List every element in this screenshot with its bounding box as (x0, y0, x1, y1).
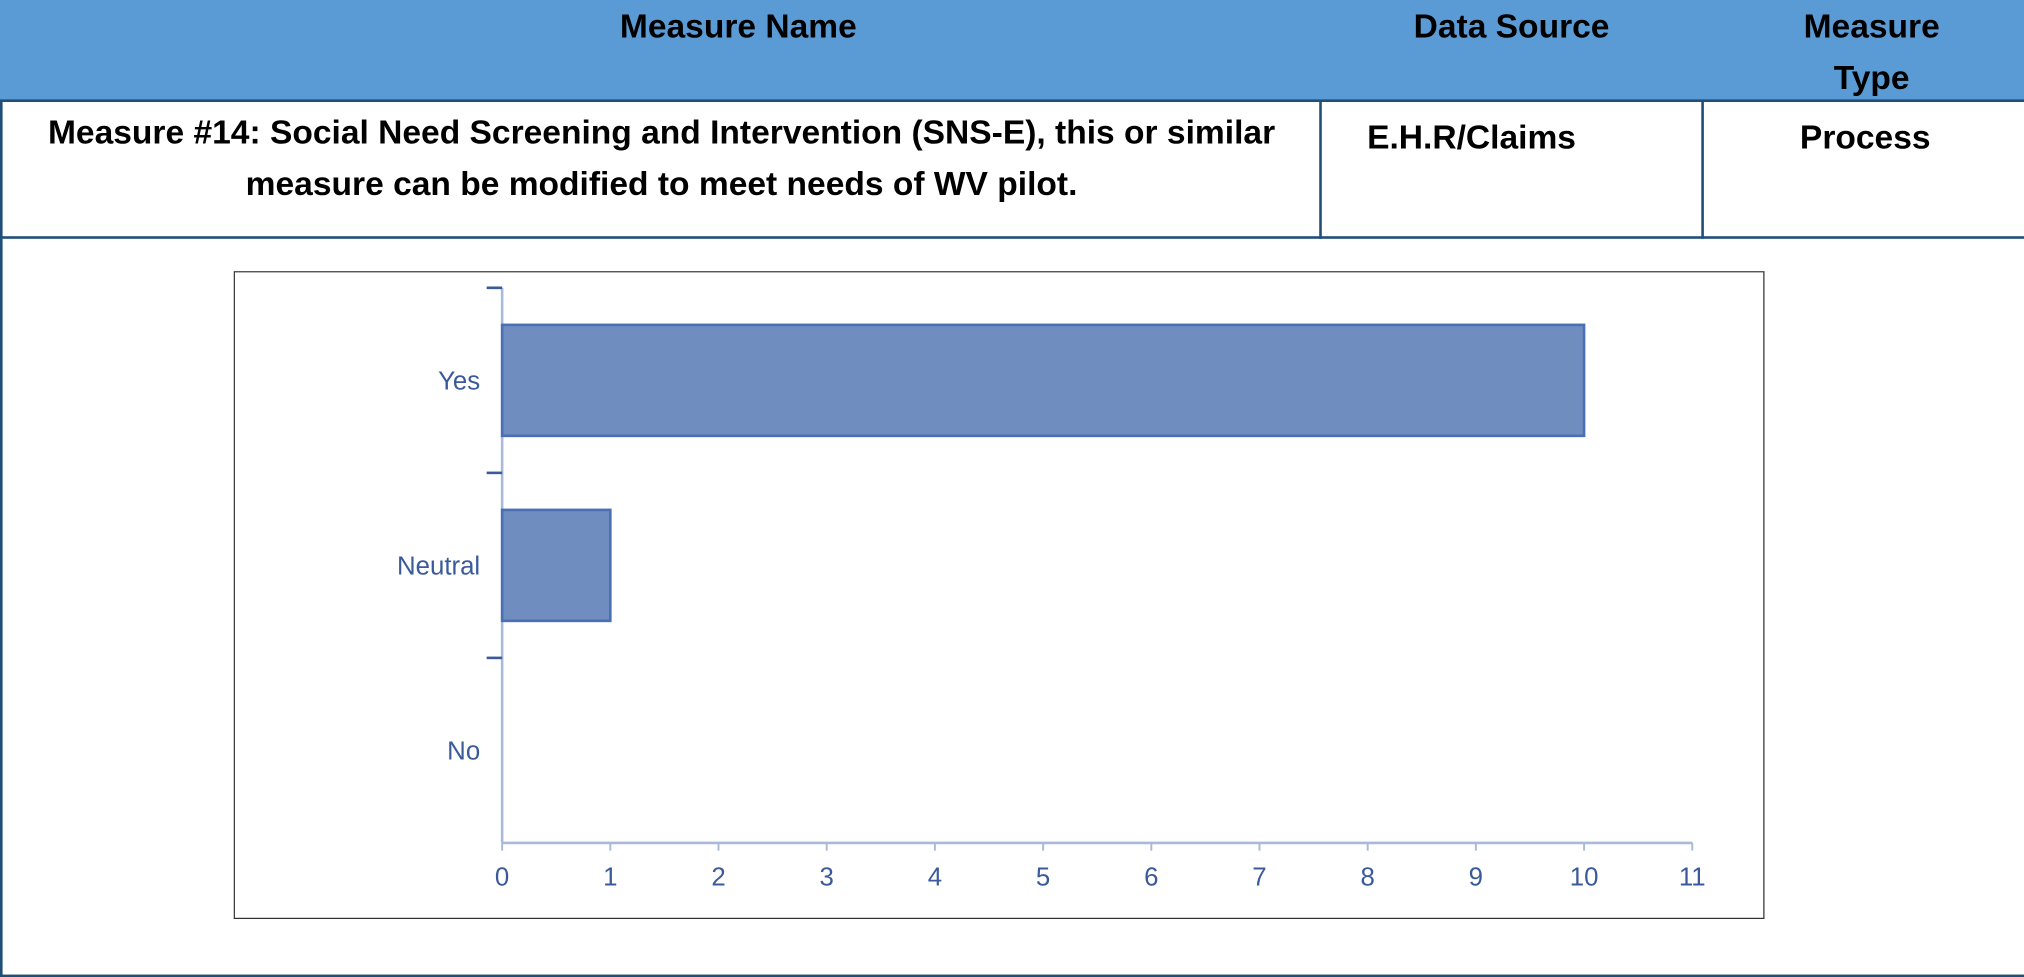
data-row (0, 101, 2024, 239)
cell-border (0, 238, 3, 977)
measure-type: Process (1799, 117, 1931, 157)
x-tick-label: 8 (1361, 864, 1375, 892)
y-tick-label: Yes (438, 367, 480, 395)
cell-border (1701, 101, 1704, 239)
header-cell: Data Source (1413, 6, 1610, 46)
data-source: E.H.R/Claims (1367, 117, 1576, 157)
bar (500, 508, 612, 623)
x-tick-label: 9 (1469, 864, 1483, 892)
bar (500, 323, 1586, 438)
x-tick-label: 4 (928, 864, 942, 892)
x-tick-label: 2 (711, 864, 725, 892)
x-tick-label: 0 (495, 864, 509, 892)
x-tick-label: 3 (820, 864, 834, 892)
x-tick-label: 7 (1252, 864, 1266, 892)
x-tick-label: 1 (603, 864, 617, 892)
x-tick-label: 10 (1570, 864, 1599, 892)
y-tick-label: Neutral (397, 552, 480, 580)
cell-border (0, 974, 2024, 977)
chart: 0 1 2 3 4 5 6 7 8 9 10 11 Yes Neutral No (233, 271, 1765, 920)
x-tick-label: 5 (1036, 864, 1050, 892)
x-tick-label: 11 (1679, 864, 1706, 892)
header-cell: Measure Name (619, 6, 857, 46)
cell-border (1319, 101, 1322, 239)
header-row (0, 0, 2024, 102)
measure-name: Measure #14: Social Need Screening and I… (47, 112, 1276, 203)
y-tick-label: No (447, 737, 480, 765)
header-cell: Measure Type (1803, 6, 1940, 97)
x-tick-label: 6 (1144, 864, 1158, 892)
